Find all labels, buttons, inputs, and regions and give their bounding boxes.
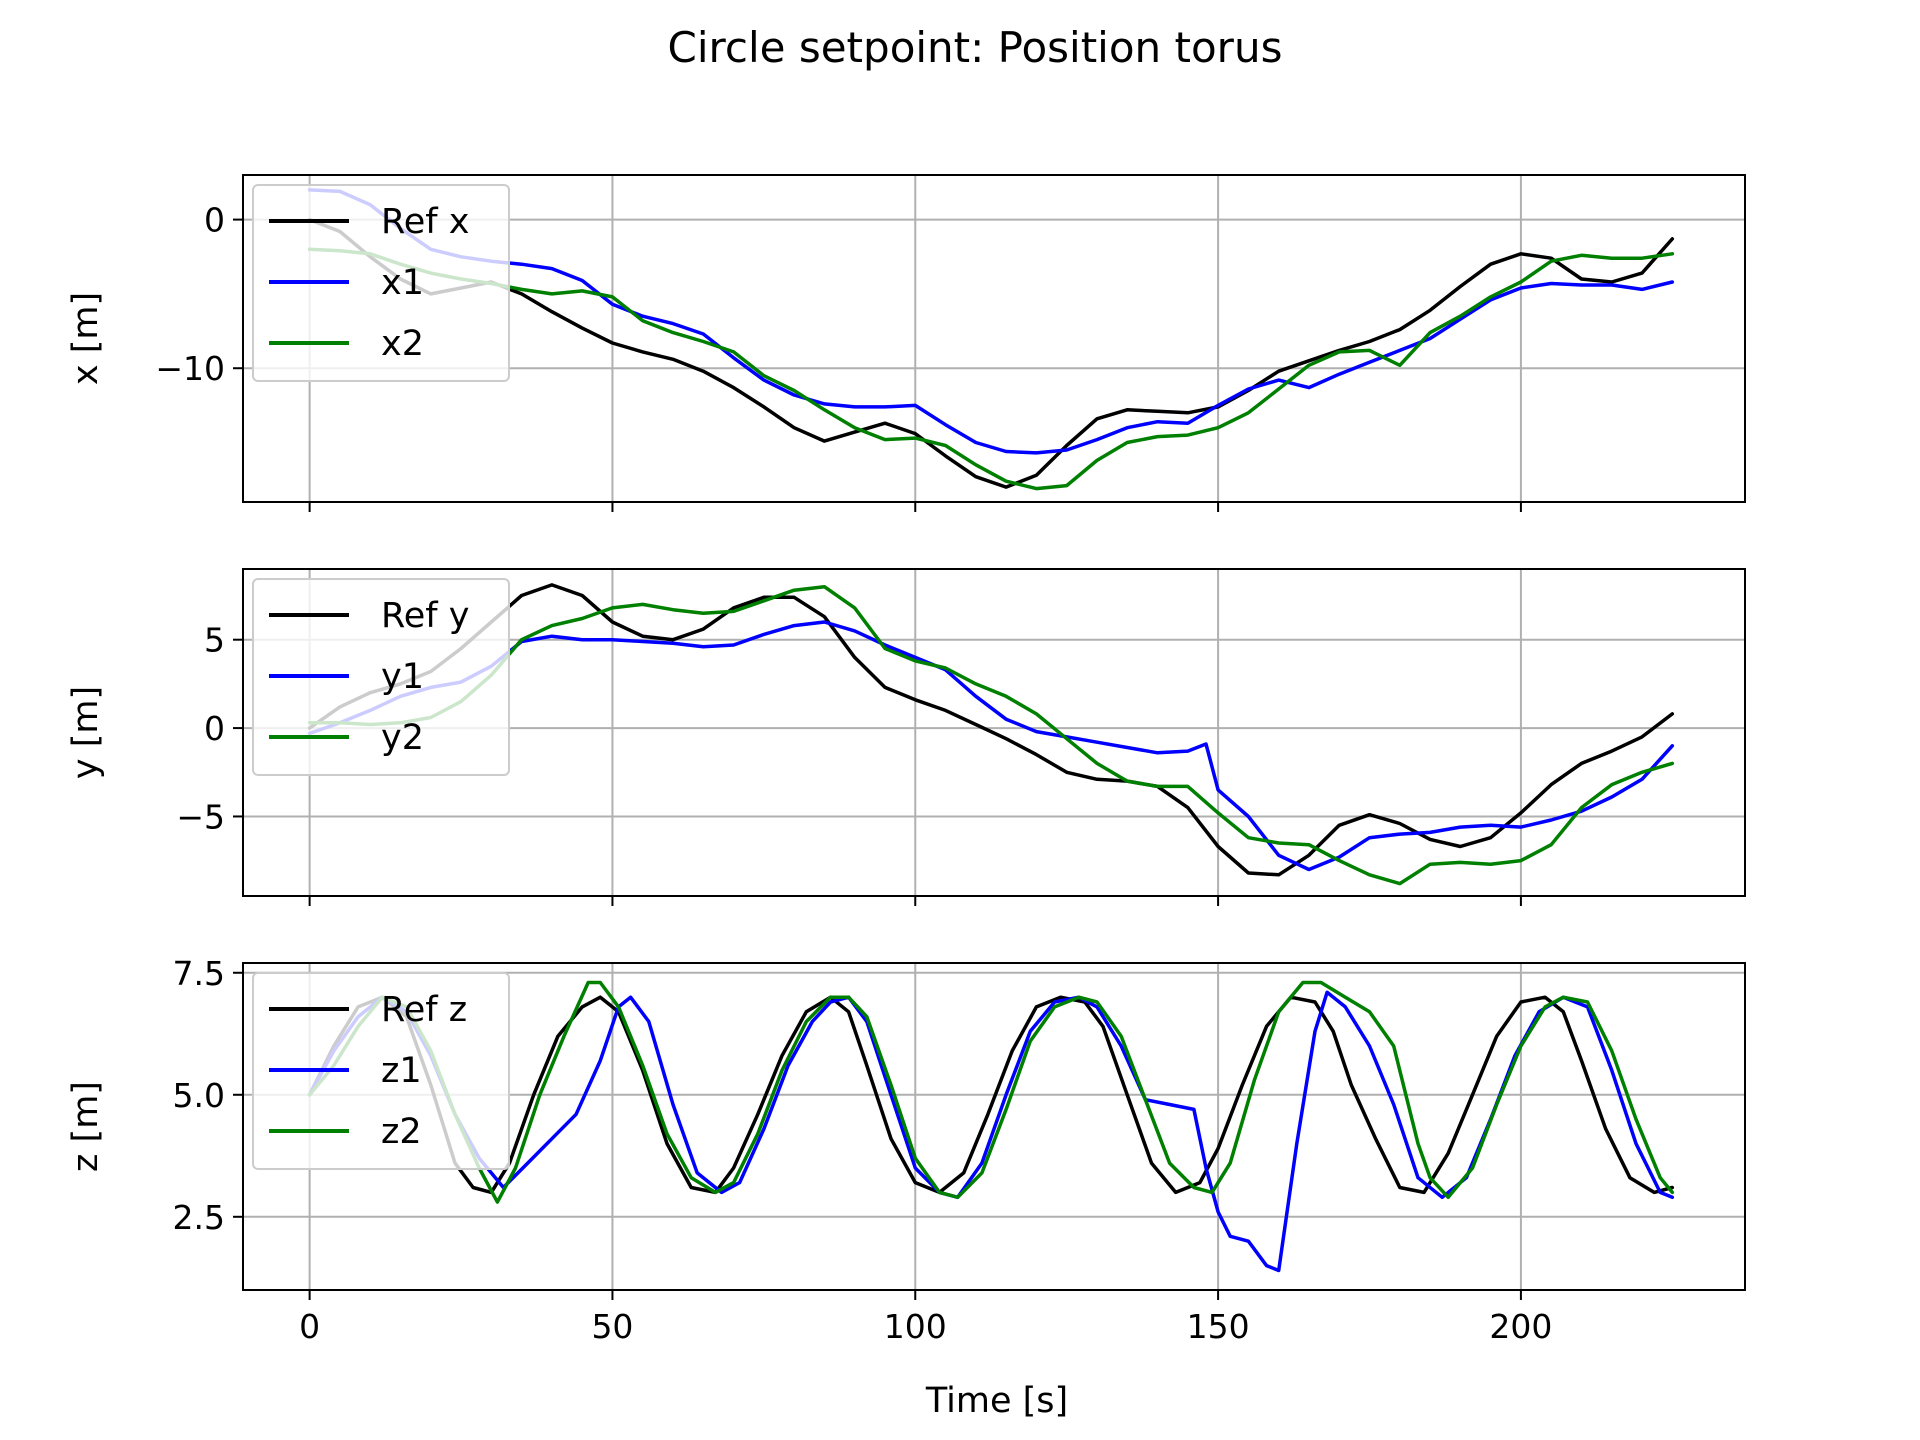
y-tick-label: 0 [204,709,225,748]
series-line-x2 [307,247,1675,491]
legend-frame [252,972,510,1170]
x-tick-label: 200 [1489,1307,1552,1346]
legend: Ref x x1 x2 [252,184,510,382]
legend-entry-label: x1 [381,263,424,303]
series-line-ref-x [307,217,1675,489]
x-axis-label: Time [s] [925,1381,1068,1421]
axes-frame [242,174,1746,503]
y-tick-label: −10 [155,349,225,388]
legend-entry-label: y2 [381,718,424,758]
x-tick-label: 0 [299,1307,320,1346]
series-group [307,980,1675,1273]
axes-frame [242,568,1746,897]
legend-frame [252,184,510,382]
legend-entry-label: z2 [381,1112,422,1152]
legend-entry-label: x2 [381,324,424,364]
subplot-2: 5 0 −5 y [m] Ref y y1 y2 [66,568,1746,906]
y-tick-label: −5 [176,797,225,836]
y-tick-label: 7.5 [173,954,225,993]
legend: Ref y y1 y2 [252,578,510,776]
legend-entry-label: Ref x [381,202,469,242]
axes-frame [242,962,1746,1291]
y-tick-label: 0 [204,201,225,240]
subplot-1: 0 −10 x [m] Ref x x1 x2 [66,174,1746,512]
series-group [307,583,1675,886]
series-line-ref-z [307,995,1675,1195]
legend-entry-label: z1 [381,1051,422,1091]
series-line-z1 [307,990,1675,1273]
legend-entry-label: y1 [381,657,424,697]
series-line-ref-y [307,583,1675,877]
series-line-x1 [307,188,1675,455]
y-axis-label: x [m] [66,292,106,385]
legend-frame [252,578,510,776]
legend-entry-label: Ref z [381,990,467,1030]
subplot-3: 0 50 100 150 200 7.5 5.0 2.5 z [m] Ref z z1 z2 [66,954,1746,1346]
legend-entry-label: Ref y [381,596,469,636]
y-axis-label: z [m] [66,1081,106,1172]
series-line-z2 [307,980,1675,1204]
series-group [307,188,1675,491]
series-line-y2 [307,584,1675,886]
legend: Ref z z1 z2 [252,972,510,1170]
x-tick-label: 100 [884,1307,947,1346]
chart-title: Circle setpoint: Position torus [668,23,1283,72]
y-tick-label: 5.0 [173,1076,225,1115]
x-tick-label: 150 [1187,1307,1250,1346]
x-tick-label: 50 [591,1307,633,1346]
y-tick-label: 2.5 [173,1198,225,1237]
y-axis-label: y [m] [66,686,106,779]
y-tick-label: 5 [204,621,225,660]
series-line-y1 [307,620,1675,872]
